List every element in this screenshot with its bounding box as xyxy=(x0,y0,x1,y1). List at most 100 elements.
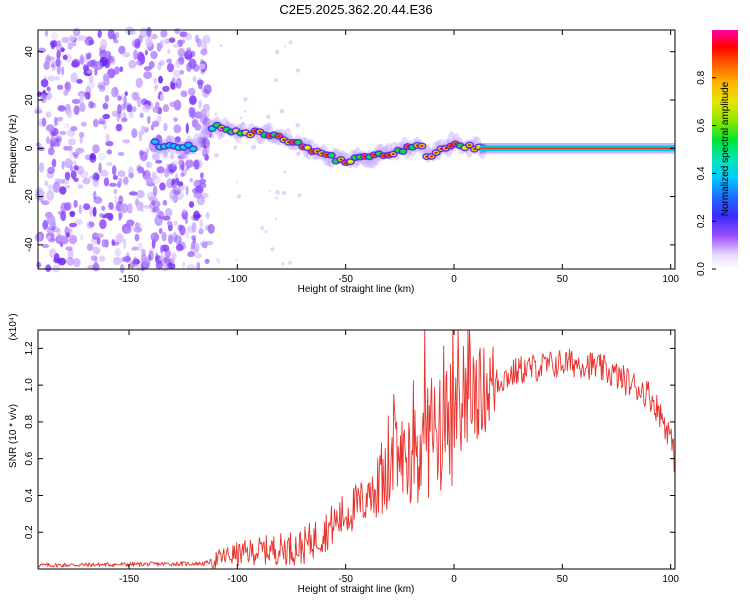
ridge-peak xyxy=(339,158,343,161)
noise-blob xyxy=(74,218,83,226)
noise-dot xyxy=(295,122,301,128)
noise-blob xyxy=(88,75,94,84)
ridge-halo xyxy=(197,130,206,148)
noise-blob xyxy=(180,90,188,98)
noise-blob xyxy=(156,166,165,174)
ridge-core xyxy=(328,153,335,158)
noise-dot xyxy=(239,116,243,120)
noise-blob xyxy=(51,32,58,40)
noise-blob xyxy=(86,53,91,60)
noise-blob xyxy=(153,81,159,93)
noise-blob xyxy=(204,155,210,162)
noise-blob xyxy=(59,186,67,195)
noise-blob xyxy=(172,69,181,78)
noise-blob xyxy=(156,115,162,123)
noise-blob xyxy=(162,199,168,206)
noise-blob xyxy=(57,104,66,111)
noise-dot xyxy=(268,189,271,192)
noise-blob xyxy=(133,226,142,233)
noise-blob xyxy=(123,176,129,185)
noise-dot xyxy=(219,44,223,47)
noise-blob xyxy=(92,190,97,200)
noise-blob xyxy=(41,79,48,85)
x-tick-label: -150 xyxy=(119,574,139,585)
snr-x-axis-title: Height of straight line (km) xyxy=(298,584,415,595)
noise-blob xyxy=(168,37,176,43)
noise-blob xyxy=(94,60,103,71)
noise-blob xyxy=(55,137,61,147)
noise-blob xyxy=(46,228,55,234)
noise-blob xyxy=(80,121,87,127)
noise-blob xyxy=(196,261,201,271)
y-tick-label: 1.0 xyxy=(24,378,35,392)
noise-blob xyxy=(73,105,80,115)
noise-blob xyxy=(131,91,139,101)
noise-blob xyxy=(166,63,175,73)
noise-blob xyxy=(196,79,204,85)
noise-blob xyxy=(51,158,57,168)
noise-blob xyxy=(160,38,165,45)
noise-blob xyxy=(54,76,60,81)
noise-blob xyxy=(144,49,148,56)
noise-blob xyxy=(162,85,170,92)
noise-blob xyxy=(111,165,117,176)
noise-blob xyxy=(168,168,174,175)
noise-blob xyxy=(172,187,181,195)
noise-blob xyxy=(73,257,81,268)
noise-blob xyxy=(103,177,110,187)
noise-blob xyxy=(90,255,98,262)
noise-blob xyxy=(69,210,76,218)
noise-blob xyxy=(148,250,154,261)
noise-blob xyxy=(125,252,130,261)
noise-blob xyxy=(47,75,56,82)
ridge-peak xyxy=(248,133,252,136)
noise-blob xyxy=(182,261,186,268)
noise-blob xyxy=(162,104,170,113)
noise-blob xyxy=(86,220,95,229)
noise-blob xyxy=(172,43,180,49)
noise-blob xyxy=(120,93,125,102)
noise-dot xyxy=(295,68,301,73)
snr-line xyxy=(37,329,676,569)
noise-blob xyxy=(203,84,212,94)
noise-blob xyxy=(102,102,109,110)
noise-blob xyxy=(102,73,110,82)
noise-blob xyxy=(116,111,120,122)
noise-blob xyxy=(146,26,152,38)
noise-blob xyxy=(162,215,171,221)
noise-blob xyxy=(105,140,114,147)
noise-blob xyxy=(102,113,111,120)
noise-blob xyxy=(137,166,145,174)
noise-blob xyxy=(41,200,50,206)
noise-blob xyxy=(155,159,163,164)
noise-blob xyxy=(107,29,115,40)
noise-dot xyxy=(236,180,238,183)
noise-blob xyxy=(192,76,197,83)
noise-blob xyxy=(172,79,180,84)
noise-blob xyxy=(88,101,94,109)
ridge-peak xyxy=(468,144,472,147)
noise-blob xyxy=(139,151,148,162)
noise-blob xyxy=(191,221,197,233)
noise-blob xyxy=(135,77,143,88)
noise-blob xyxy=(101,239,107,248)
noise-blob xyxy=(46,214,56,226)
noise-blob xyxy=(106,149,113,155)
noise-blob xyxy=(79,102,86,113)
noise-blob xyxy=(60,47,65,53)
noise-blob xyxy=(44,180,49,187)
x-tick-label: -50 xyxy=(338,274,353,285)
noise-blob xyxy=(163,122,168,132)
noise-blob xyxy=(55,44,63,52)
snr-scale-label: (x10⁴) xyxy=(8,313,19,340)
noise-blob xyxy=(188,58,197,69)
noise-blob xyxy=(205,211,210,220)
noise-blob xyxy=(150,50,158,60)
noise-blob xyxy=(155,211,159,217)
noise-dot xyxy=(264,230,268,234)
noise-blob xyxy=(171,178,176,186)
noise-blob xyxy=(174,28,181,34)
ridge-core xyxy=(347,159,354,164)
noise-blob xyxy=(118,45,126,55)
noise-blob xyxy=(136,96,142,108)
